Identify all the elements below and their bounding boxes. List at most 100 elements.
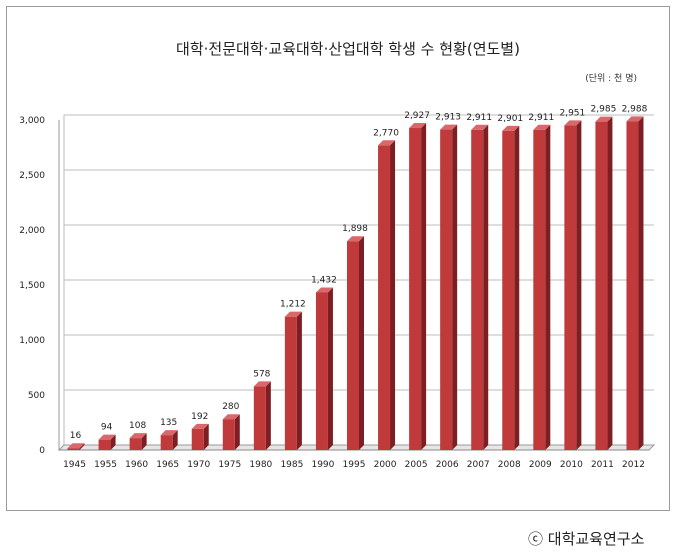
bar-top [378,140,396,146]
bar [253,386,266,450]
x-tick-label: 2012 [622,460,645,470]
bar [191,428,204,450]
x-tick-label: 1980 [249,460,272,470]
bar [595,121,608,451]
bar-top [98,434,116,440]
bar-top [626,116,644,122]
data-label: 2,901 [497,114,523,124]
data-label: 192 [191,412,208,422]
bar-side [483,124,489,450]
bar [409,128,422,450]
bar-side [234,414,240,450]
bar [564,125,577,450]
bar-side [390,140,396,451]
bar-top [595,116,613,122]
x-tick-label: 1985 [280,460,303,470]
bar-top [564,120,582,126]
data-label: 2,988 [622,104,648,114]
chart-frame: 대학·전문대학·교육대학·산업대학 학생 수 현황(연도별) (단위 : 천 명… [6,6,670,511]
bar-top [160,430,178,436]
bar-top [315,287,333,293]
bar-top [533,124,551,130]
x-tick-label: 2007 [467,460,490,470]
bar-top [471,124,489,130]
bar-top [347,236,364,242]
y-tick-label: 2,500 [19,171,45,181]
bar-side [265,381,271,450]
bar [222,419,235,450]
y-tick-label: 500 [28,391,45,401]
bar-top [253,381,271,387]
x-tick-label: 2009 [529,460,552,470]
bar-side [296,311,302,450]
data-label: 2,951 [559,108,585,118]
bar-top [409,123,427,129]
x-tick-label: 1970 [187,460,210,470]
data-label: 2,985 [591,105,617,115]
data-label: 94 [101,423,113,433]
bar [502,130,515,450]
bar [378,145,391,451]
x-tick-label: 1995 [343,460,366,470]
bar-top [67,443,85,449]
data-label: 16 [70,431,82,441]
bar [98,439,111,450]
bar-side [638,116,644,450]
unit-note: (단위 : 천 명) [585,73,637,84]
bar-side [359,236,364,450]
copyright-credit: ⓒ 대학교육연구소 [528,530,645,548]
y-tick-label: 0 [39,446,45,456]
bar-side [576,120,582,450]
y-tick-label: 2,000 [19,226,45,236]
bar-side [514,125,520,450]
x-tick-label: 2010 [560,460,583,470]
bar-side [421,123,427,450]
x-tick-label: 1975 [218,460,241,470]
data-label: 2,911 [528,113,554,123]
bar-top [129,433,147,439]
data-label: 135 [160,418,177,428]
bar [626,121,639,450]
bar-top [222,414,240,420]
data-label: 2,927 [404,111,430,121]
bar-side [141,433,147,450]
bar-top [440,124,458,130]
data-label: 1,212 [280,300,306,310]
y-tick-label: 1,000 [19,336,45,346]
bar-side [545,124,551,450]
bar-side [172,430,178,450]
bar [284,316,297,450]
data-label: 280 [222,402,239,412]
bar [471,129,484,450]
y-tick-label: 3,000 [19,116,45,126]
x-tick-label: 1960 [125,460,148,470]
x-tick-label: 2000 [374,460,397,470]
bar-side [79,443,85,450]
bar-chart: 대학·전문대학·교육대학·산업대학 학생 수 현황(연도별) (단위 : 천 명… [19,40,656,470]
bar-top [191,423,209,429]
bar-side [110,434,116,450]
x-tick-label: 2006 [436,460,459,470]
data-label: 578 [253,369,270,379]
data-label: 1,898 [342,224,368,234]
x-tick-label: 2005 [405,460,428,470]
bar [160,435,173,450]
x-tick-label: 2011 [591,460,614,470]
bar [315,292,328,450]
x-tick-label: 2008 [498,460,521,470]
data-label: 2,770 [373,128,399,138]
bar [347,241,359,450]
bar-side [607,116,613,451]
x-tick-label: 1965 [156,460,179,470]
bar-top [284,311,302,317]
bar-top [502,125,520,131]
bar-side [452,124,458,450]
bar [67,448,80,450]
data-label: 108 [129,421,146,431]
bar [129,438,142,450]
bar-side [203,423,209,450]
data-label: 1,432 [311,275,337,285]
x-tick-label: 1945 [63,460,86,470]
plot-area: 0 500 1,000 1,500 2,000 2,500 3,000 16 1945 94 195… [19,104,656,470]
bar-side [327,287,333,450]
